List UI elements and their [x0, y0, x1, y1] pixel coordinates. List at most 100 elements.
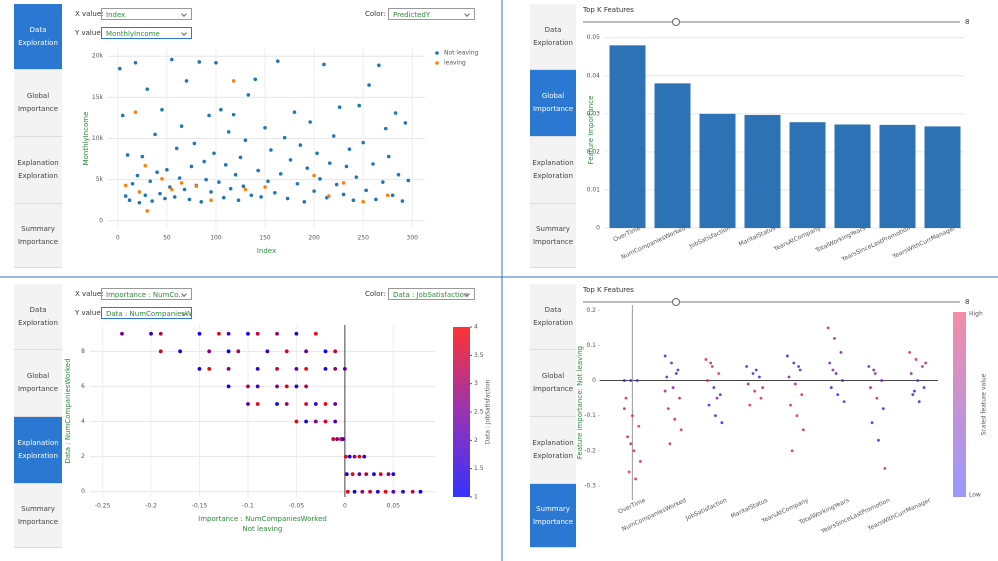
point [148, 179, 153, 184]
nav-tab[interactable]: Explanation Exploration [530, 137, 576, 204]
nav-tab[interactable]: Summary Importance [530, 204, 576, 268]
point [292, 110, 297, 114]
point [275, 59, 280, 63]
point [246, 384, 250, 389]
slider-knob[interactable] [672, 18, 680, 26]
point [637, 424, 641, 428]
point [841, 379, 844, 382]
point [797, 365, 800, 368]
point [881, 407, 885, 411]
point [197, 60, 202, 64]
point [256, 168, 260, 173]
point [177, 176, 182, 180]
nav-tab[interactable]: Data Exploration [14, 284, 62, 350]
y-tick-label: 0.1 [586, 342, 596, 349]
point [706, 379, 709, 382]
point [801, 428, 805, 432]
point [179, 181, 184, 185]
point [922, 386, 926, 389]
point [231, 112, 236, 117]
legend-marker [435, 51, 439, 55]
point [304, 384, 309, 389]
point [790, 449, 794, 453]
point [635, 379, 639, 382]
point [298, 143, 303, 147]
point [228, 186, 233, 191]
point [197, 331, 202, 336]
point [312, 189, 316, 193]
point [323, 402, 328, 406]
point [145, 209, 150, 213]
x-tick-label: -0.2 [145, 503, 157, 510]
nav-tab[interactable]: Summary Importance [14, 484, 62, 548]
point [182, 187, 187, 192]
slider-track[interactable] [583, 301, 960, 303]
dropdown[interactable]: Data : NumCompaniesW [101, 307, 192, 319]
nav-tab[interactable]: Data Exploration [530, 284, 576, 350]
dropdown[interactable]: Data : JobSatisfaction [388, 288, 475, 300]
x-tick-label: JobSatisfaction [684, 497, 728, 523]
point [626, 435, 629, 439]
nav-tab[interactable]: Explanation Exploration [14, 137, 62, 204]
slider-knob[interactable] [672, 298, 680, 306]
y-tick-label: 0 [596, 225, 600, 232]
nav-tab[interactable]: Summary Importance [530, 484, 576, 548]
dropdown[interactable]: Importance : NumCo... [101, 288, 192, 300]
bar [789, 122, 826, 228]
nav-tab[interactable]: Data Exploration [530, 4, 576, 70]
point [155, 170, 159, 175]
colorbar-label: Scaled feature value [981, 373, 988, 435]
point [233, 172, 238, 177]
point [294, 419, 299, 424]
point [383, 126, 388, 131]
point [255, 384, 260, 389]
y-tick-label: 8 [81, 348, 85, 355]
colorbar-tick-label: 3 [474, 380, 478, 387]
point [294, 384, 299, 389]
point [839, 351, 843, 354]
dropdown[interactable]: Index [101, 8, 192, 20]
y-tick-label: 4 [81, 418, 85, 425]
point [199, 200, 204, 204]
point [914, 358, 918, 361]
nav-tab[interactable]: Summary Importance [14, 204, 62, 268]
nav-tab[interactable]: Data Exploration [14, 4, 62, 70]
point [322, 62, 326, 67]
point [334, 182, 339, 187]
colorbar-high: High [969, 311, 983, 318]
point [375, 489, 380, 494]
dropdown[interactable]: PredictedY [388, 8, 475, 20]
point [717, 372, 721, 375]
bar [834, 124, 871, 228]
nav-tab[interactable]: Global Importance [530, 350, 576, 417]
point [671, 386, 675, 389]
nav-tab[interactable]: Global Importance [14, 350, 62, 417]
point [638, 459, 642, 463]
point [374, 197, 378, 202]
point [748, 403, 752, 407]
point [158, 191, 162, 196]
point [670, 361, 673, 365]
point [243, 187, 248, 192]
point [145, 87, 150, 91]
point [143, 163, 148, 168]
point [709, 361, 713, 365]
point [304, 349, 309, 354]
nav-tab[interactable]: Global Importance [530, 70, 576, 137]
nav-tab[interactable]: Explanation Exploration [530, 417, 576, 484]
point [714, 414, 717, 418]
y-tick-label: 0.01 [587, 186, 601, 193]
point [255, 366, 260, 371]
point [255, 331, 260, 336]
point [368, 489, 372, 494]
point [246, 331, 250, 336]
point [184, 79, 189, 83]
point [829, 386, 833, 389]
dropdown[interactable]: MonthlyIncome [101, 27, 192, 39]
point [364, 472, 369, 477]
nav-tab[interactable]: Global Importance [14, 70, 62, 137]
point [323, 366, 328, 371]
colorbar [453, 327, 470, 497]
nav-tab[interactable]: Explanation Exploration [14, 417, 62, 484]
slider-track[interactable] [583, 21, 960, 23]
